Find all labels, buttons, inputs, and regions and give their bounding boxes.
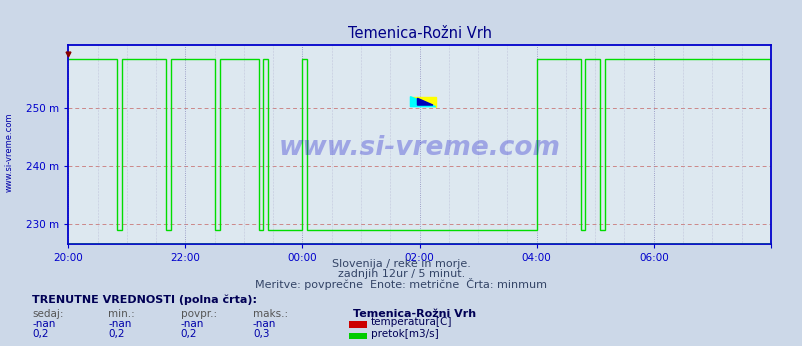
- Text: povpr.:: povpr.:: [180, 309, 217, 319]
- Text: www.si-vreme.com: www.si-vreme.com: [278, 135, 560, 162]
- Text: temperatura[C]: temperatura[C]: [371, 317, 452, 327]
- Text: Slovenija / reke in morje.: Slovenija / reke in morje.: [332, 259, 470, 269]
- Polygon shape: [417, 98, 432, 105]
- Text: 0,2: 0,2: [180, 329, 197, 339]
- Text: -nan: -nan: [180, 319, 204, 329]
- Title: Temenica-Rožni Vrh: Temenica-Rožni Vrh: [347, 26, 491, 41]
- Text: zadnjih 12ur / 5 minut.: zadnjih 12ur / 5 minut.: [338, 270, 464, 280]
- Text: pretok[m3/s]: pretok[m3/s]: [371, 329, 438, 339]
- Text: Temenica-Rožni Vrh: Temenica-Rožni Vrh: [353, 309, 476, 319]
- Text: -nan: -nan: [253, 319, 276, 329]
- Polygon shape: [410, 97, 435, 107]
- Text: maks.:: maks.:: [253, 309, 288, 319]
- Text: -nan: -nan: [32, 319, 55, 329]
- Text: 0,2: 0,2: [108, 329, 125, 339]
- Text: Meritve: povprečne  Enote: metrične  Črta: minmum: Meritve: povprečne Enote: metrične Črta:…: [255, 278, 547, 290]
- Text: 0,3: 0,3: [253, 329, 269, 339]
- Text: min.:: min.:: [108, 309, 135, 319]
- Text: 0,2: 0,2: [32, 329, 49, 339]
- Text: TRENUTNE VREDNOSTI (polna črta):: TRENUTNE VREDNOSTI (polna črta):: [32, 294, 257, 305]
- Text: www.si-vreme.com: www.si-vreme.com: [5, 112, 14, 192]
- Text: sedaj:: sedaj:: [32, 309, 63, 319]
- Text: -nan: -nan: [108, 319, 132, 329]
- Polygon shape: [410, 97, 435, 107]
